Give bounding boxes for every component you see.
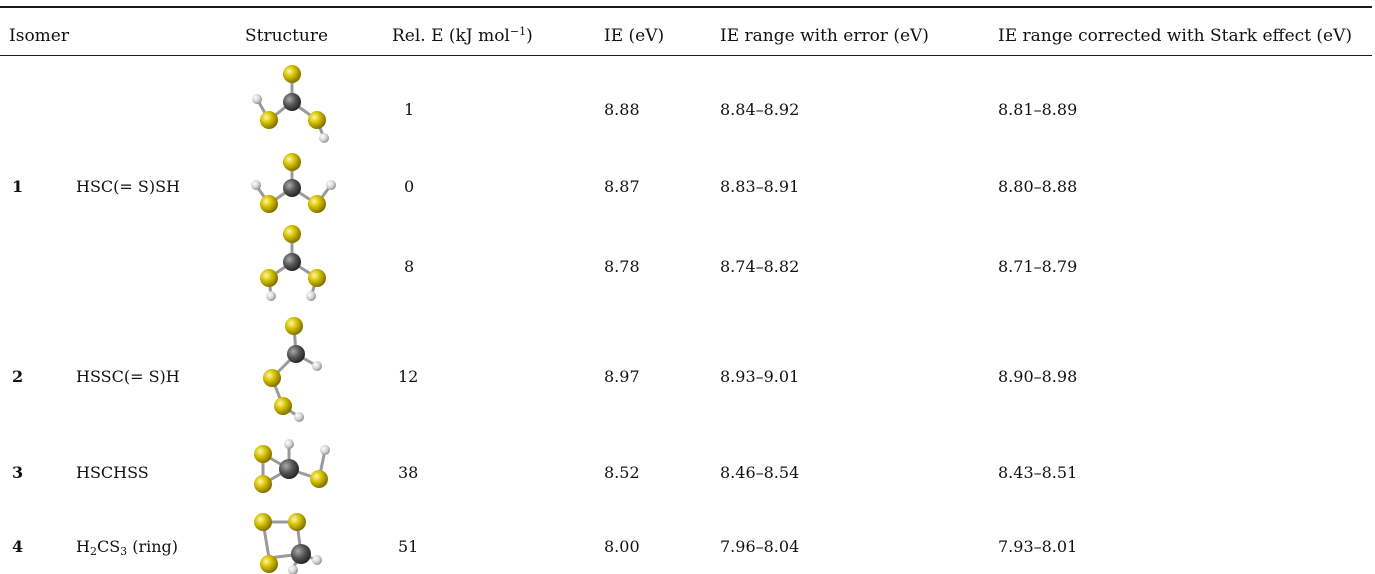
ie-stark-cell: 8.71–8.79 (998, 257, 1078, 276)
isomer-number-3: 3 (12, 463, 24, 482)
ie-cell: 8.87 (604, 177, 640, 196)
ie-cell: 8.88 (604, 100, 640, 119)
ie-range-cell: 8.93–9.01 (720, 367, 800, 386)
isomer-name-2: HSSC(= S)H (76, 367, 180, 386)
header-structure: Structure (245, 26, 329, 46)
ie-stark-cell: 8.90–8.98 (998, 367, 1078, 386)
ie-stark-cell: 8.80–8.88 (998, 177, 1078, 196)
molecule-structure-2 (263, 317, 322, 422)
isomer-name-1: HSC(= S)SH (76, 177, 181, 196)
molecule-structure-1c (260, 225, 326, 301)
header-ie-stark: IE range corrected with Stark effect (eV… (998, 26, 1353, 46)
molecule-structure-1a (252, 65, 329, 143)
isomer-number-4: 4 (12, 537, 24, 556)
rel-e-cell: 38 (398, 463, 419, 482)
rel-e-cell: 51 (398, 537, 419, 556)
header-rule (0, 55, 1372, 56)
ie-range-cell: 8.83–8.91 (720, 177, 800, 196)
isomer-name-3: HSCHSS (76, 463, 149, 482)
ie-cell: 8.00 (604, 537, 640, 556)
rel-e-cell: 8 (404, 257, 415, 276)
molecule-structure-3 (254, 439, 330, 493)
isomer-number-1: 1 (12, 177, 24, 196)
ie-cell: 8.97 (604, 367, 640, 386)
header-rel-e: Rel. E (kJ mol−1) (392, 25, 533, 46)
rel-e-cell: 0 (404, 177, 415, 196)
molecule-structure-1b (251, 153, 336, 213)
ie-stark-cell: 8.43–8.51 (998, 463, 1078, 482)
ie-range-cell: 7.96–8.04 (720, 537, 800, 556)
ie-cell: 8.78 (604, 257, 640, 276)
ie-stark-cell: 7.93–8.01 (998, 537, 1078, 556)
ie-range-cell: 8.74–8.82 (720, 257, 800, 276)
rel-e-cell: 12 (398, 367, 419, 386)
header-ie-range: IE range with error (eV) (720, 26, 929, 46)
isomer-number-2: 2 (12, 367, 24, 386)
header-ie: IE (eV) (604, 26, 665, 46)
top-rule (0, 6, 1372, 8)
header-isomer: Isomer (9, 26, 69, 46)
ie-cell: 8.52 (604, 463, 640, 482)
ie-range-cell: 8.84–8.92 (720, 100, 800, 119)
rel-e-cell: 1 (404, 100, 415, 119)
molecule-structure-4 (254, 513, 322, 574)
ie-range-cell: 8.46–8.54 (720, 463, 800, 482)
ie-stark-cell: 8.81–8.89 (998, 100, 1078, 119)
isomer-name-4: H2CS3 (ring) (76, 537, 179, 558)
